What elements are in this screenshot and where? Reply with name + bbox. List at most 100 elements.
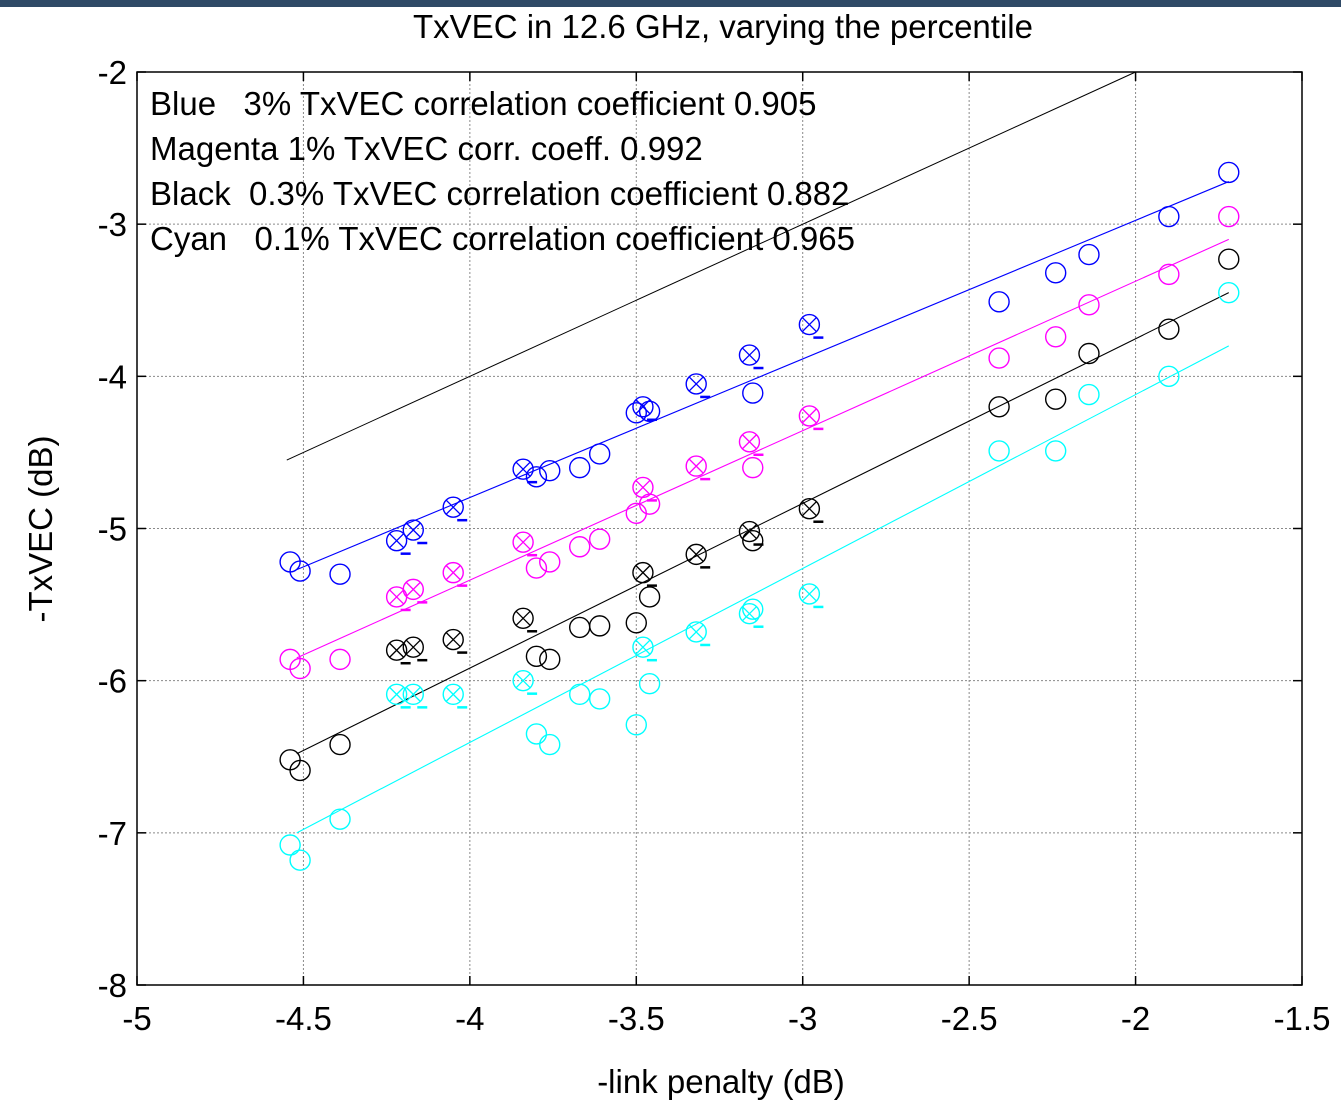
circle-marker	[638, 586, 661, 608]
circle-marker	[525, 645, 548, 668]
circle-marker	[1218, 248, 1240, 270]
crossed-circle-marker	[402, 578, 428, 604]
crossed-circle-ring	[402, 683, 424, 706]
crossed-circle-marker	[402, 636, 428, 662]
circle-marker	[588, 688, 611, 710]
circle-marker	[289, 560, 311, 582]
crossed-circle-x	[741, 524, 757, 540]
crossed-circle-x	[801, 586, 817, 602]
crossed-circle-ring	[798, 583, 821, 605]
crossed-circle-ring	[798, 405, 821, 427]
crossed-circle-ring	[685, 455, 707, 477]
crossed-circle-x	[445, 565, 461, 581]
circle-marker	[1078, 342, 1100, 365]
crossed-circle-x	[405, 686, 421, 702]
crossed-circle-marker	[738, 520, 764, 546]
circle-marker	[1158, 318, 1180, 340]
crossed-circle-marker	[685, 621, 711, 647]
crossed-circle-marker	[632, 561, 657, 587]
x-axis-label: -link penalty (dB)	[597, 1063, 845, 1100]
circle-marker	[289, 849, 311, 871]
crossed-circle-marker	[685, 373, 711, 399]
y-tick-label: -4	[98, 358, 127, 395]
circle-marker	[588, 443, 611, 465]
crossed-circle-ring	[512, 458, 534, 480]
circle-marker	[1078, 383, 1100, 406]
x-tick-label: -1.5	[1274, 1000, 1331, 1037]
circle-marker	[1218, 205, 1240, 228]
crossed-circle-x	[801, 408, 817, 424]
annotation-magenta: Magenta 1% TxVEC corr. coeff. 0.992	[150, 130, 703, 167]
circle-marker	[588, 528, 611, 550]
grid-lines	[137, 72, 1302, 985]
x-tick-label: -5	[122, 1000, 151, 1037]
data-markers	[279, 161, 1240, 871]
crossed-circle-ring	[685, 373, 707, 395]
y-tick-label: -2	[98, 54, 127, 91]
crossed-circle-ring	[442, 628, 464, 651]
crossed-circle-marker	[685, 543, 711, 569]
crossed-circle-marker	[632, 636, 657, 662]
crossed-circle-ring	[738, 431, 761, 453]
crossed-circle-x	[741, 434, 757, 450]
crossed-circle-marker	[685, 455, 711, 481]
circle-marker	[1044, 326, 1067, 348]
circle-marker	[1078, 294, 1100, 316]
annotation-blue: Blue 3% TxVEC correlation coefficient 0.…	[150, 85, 816, 122]
reference-line	[286, 71, 1136, 461]
crossed-circle-x	[515, 534, 531, 550]
crossed-circle-ring	[512, 669, 534, 692]
circle-marker	[569, 456, 591, 479]
x-tick-label: -2.5	[941, 1000, 998, 1037]
crossed-circle-marker	[442, 561, 468, 587]
crossed-circle-marker	[385, 529, 411, 555]
crossed-circle-x	[389, 533, 405, 549]
crossed-circle-marker	[798, 583, 824, 609]
crossed-circle-ring	[512, 607, 534, 629]
fit-line	[296, 181, 1229, 571]
crossed-circle-marker	[632, 396, 657, 422]
circle-marker	[1044, 388, 1067, 410]
circle-marker	[329, 808, 351, 830]
crossed-circle-marker	[798, 498, 824, 523]
circle-marker	[569, 616, 591, 639]
circle-marker	[525, 466, 548, 488]
crossed-circle-marker	[442, 496, 468, 522]
crossed-circle-ring	[632, 636, 654, 658]
crossed-circle-marker	[385, 683, 411, 709]
circle-marker	[329, 563, 351, 585]
crossed-circle-x	[801, 317, 817, 333]
annotation-cyan: Cyan 0.1% TxVEC correlation coefficient …	[150, 220, 855, 257]
circle-marker	[539, 459, 561, 482]
crossed-circle-x	[405, 639, 421, 655]
crossed-circle-ring	[385, 683, 408, 706]
circle-marker	[1078, 243, 1100, 266]
circle-marker	[1218, 281, 1240, 304]
circle-marker	[539, 551, 561, 573]
crossed-circle-x	[741, 606, 757, 622]
circle-marker	[638, 673, 661, 695]
circle-marker	[539, 733, 561, 756]
crossed-circle-marker	[738, 431, 764, 457]
crossed-circle-ring	[798, 498, 821, 520]
crossed-circle-x	[445, 632, 461, 648]
crossed-circle-ring	[385, 639, 408, 661]
circle-marker	[329, 733, 351, 756]
circle-marker	[625, 612, 647, 634]
crossed-circle-marker	[632, 476, 657, 502]
window-top-bar	[0, 0, 1341, 7]
crossed-circle-x	[635, 479, 651, 495]
circle-marker	[569, 536, 591, 558]
crossed-circle-ring	[385, 529, 408, 552]
circle-marker	[1158, 365, 1180, 388]
y-tick-label: -8	[98, 967, 127, 1004]
crossed-circle-ring	[402, 636, 424, 658]
circle-marker	[525, 723, 548, 745]
annotation-black: Black 0.3% TxVEC correlation coefficient…	[150, 175, 849, 212]
crossed-circle-marker	[402, 683, 428, 709]
crossed-circle-marker	[512, 458, 538, 484]
crossed-circle-x	[688, 624, 704, 640]
crossed-circle-ring	[685, 543, 707, 566]
y-tick-label: -5	[98, 511, 127, 548]
